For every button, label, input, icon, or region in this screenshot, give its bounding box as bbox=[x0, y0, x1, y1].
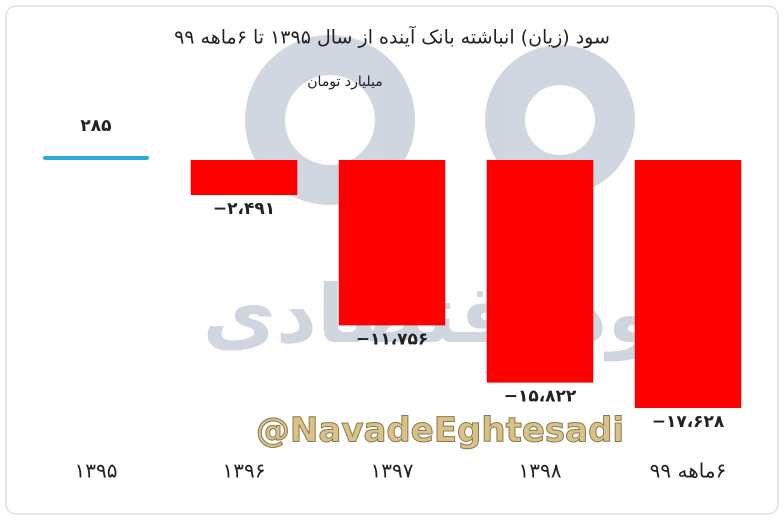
value-label: −۱۷،۶۲۸ bbox=[652, 412, 725, 432]
chart-subtitle: میلیارد تومان bbox=[307, 74, 382, 90]
logo-ring bbox=[245, 35, 415, 205]
bar bbox=[634, 160, 742, 408]
x-tick-label: ۱۳۹۶ bbox=[223, 459, 266, 483]
x-tick-label: ۱۳۹۸ bbox=[519, 459, 562, 483]
value-label: −۲،۴۹۱ bbox=[213, 199, 275, 219]
watermark: @NavadeEghtesadi bbox=[256, 411, 624, 451]
bar bbox=[486, 160, 594, 383]
bar bbox=[42, 155, 150, 160]
value-label: −۱۱،۷۵۶ bbox=[356, 329, 429, 349]
x-tick-label: ۱۳۹۷ bbox=[371, 459, 414, 483]
x-tick-label: ۱۳۹۵ bbox=[75, 459, 118, 483]
chart-title: سود (زیان) انباشته بانک آینده از سال ۱۳۹… bbox=[174, 25, 610, 49]
bar bbox=[190, 160, 298, 196]
value-label: ۲۸۵ bbox=[80, 116, 111, 136]
value-label: −۱۵،۸۲۲ bbox=[504, 387, 577, 407]
x-tick-label: ۶ماهه ۹۹ bbox=[650, 459, 727, 483]
bar bbox=[338, 160, 446, 326]
